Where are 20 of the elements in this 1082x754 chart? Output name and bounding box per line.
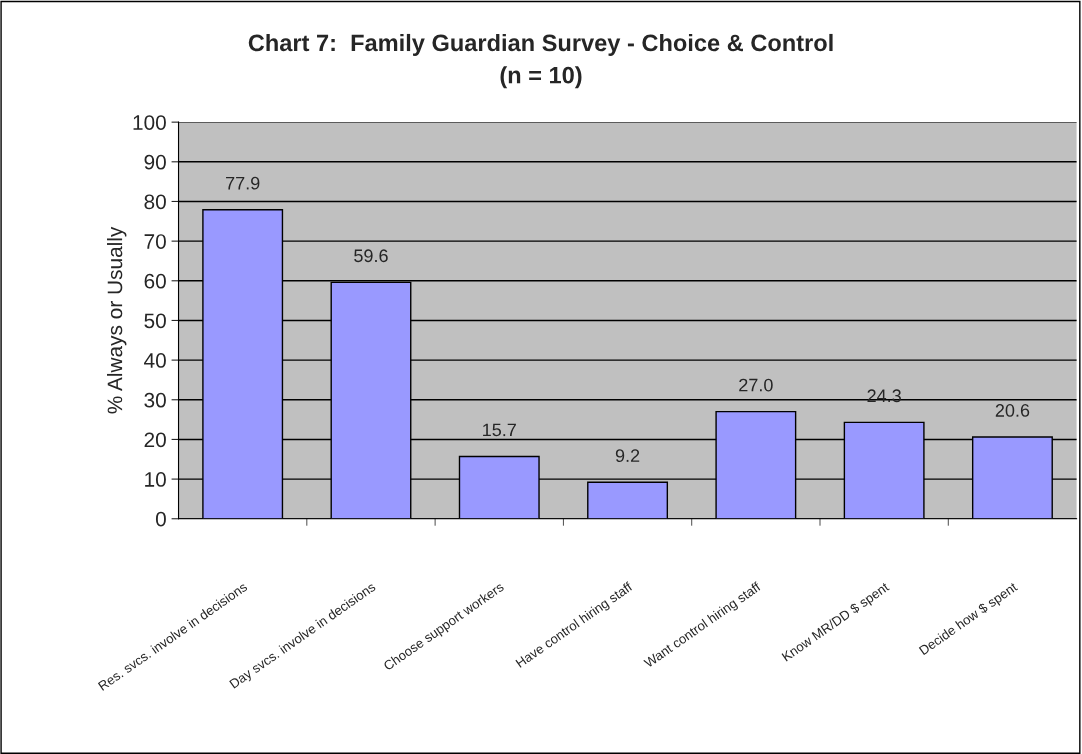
y-axis-title: % Always or Usually bbox=[106, 226, 127, 414]
data-label: 59.6 bbox=[354, 249, 388, 263]
y-tick-label: 100 bbox=[133, 115, 166, 130]
y-tick-label: 80 bbox=[144, 194, 166, 210]
y-tick-label: 10 bbox=[145, 472, 166, 487]
y-tick-label: 90 bbox=[144, 154, 166, 170]
y-tick-label: 60 bbox=[144, 273, 166, 289]
data-label: 77.9 bbox=[226, 176, 260, 190]
y-tick-label: 40 bbox=[144, 353, 166, 368]
y-tick-label: 0 bbox=[155, 511, 166, 527]
y-tick-label: 30 bbox=[144, 392, 166, 408]
chart-title: Chart 7: Family Guardian Survey - Choice & Control (n = 10) bbox=[248, 33, 833, 89]
y-tick-label: 20 bbox=[144, 432, 166, 448]
y-tick-label: 70 bbox=[144, 234, 166, 249]
data-label: 15.7 bbox=[483, 423, 516, 437]
bar bbox=[587, 481, 669, 519]
data-label: 9.2 bbox=[615, 449, 640, 463]
data-label: 20.6 bbox=[995, 404, 1030, 417]
data-label: 27.0 bbox=[739, 378, 773, 392]
y-tick-label: 50 bbox=[144, 313, 166, 329]
